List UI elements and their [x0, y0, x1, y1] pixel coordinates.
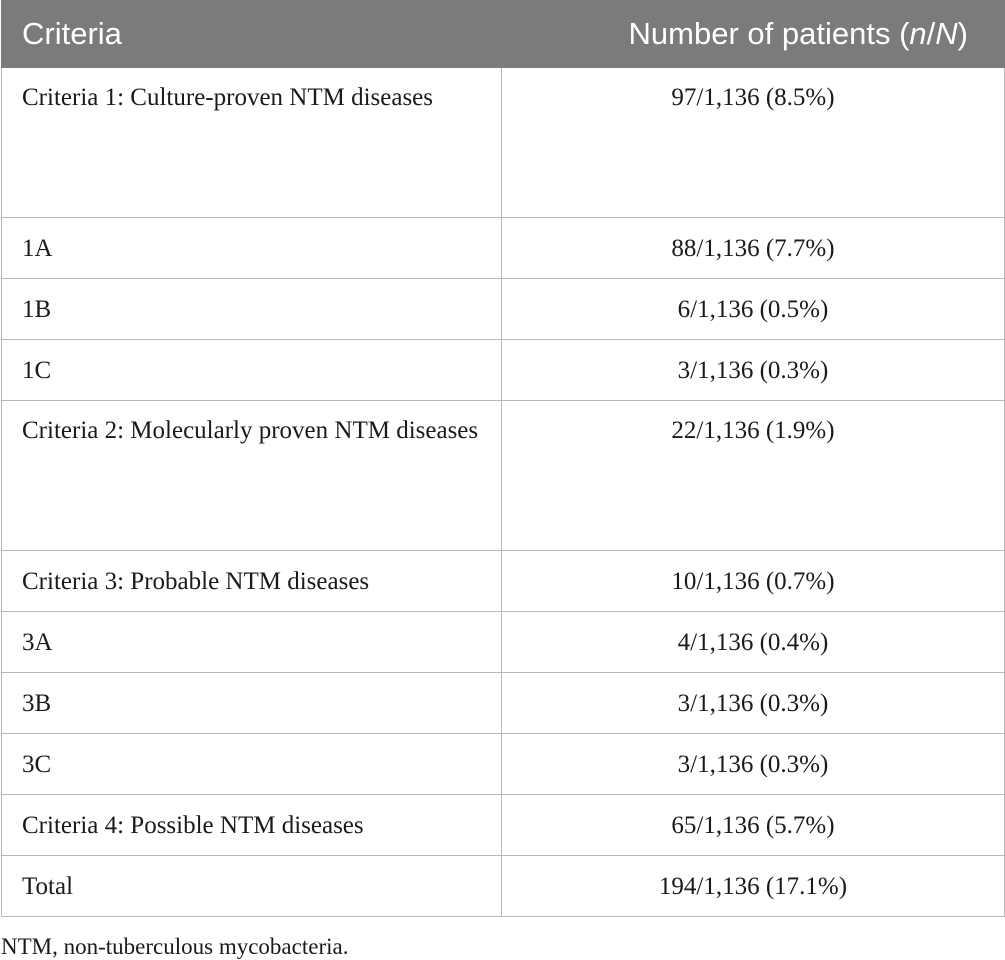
criteria-table: Criteria Number of patients (n/N) Criter…: [1, 0, 1005, 917]
criteria-cell: Criteria 3: Probable NTM diseases: [1, 550, 502, 612]
table-row: Total 194/1,136 (17.1%): [1, 855, 1005, 917]
patients-cell: 10/1,136 (0.7%): [501, 550, 1005, 612]
patients-cell: 65/1,136 (5.7%): [501, 794, 1005, 856]
header-patients-prefix: Number of patients (: [628, 16, 910, 51]
criteria-cell: Criteria 4: Possible NTM diseases: [1, 794, 502, 856]
criteria-cell: 1A: [1, 217, 502, 279]
table-row: Criteria 3: Probable NTM diseases 10/1,1…: [1, 550, 1005, 612]
criteria-cell: Criteria 1: Culture-proven NTM diseases: [1, 67, 502, 218]
patients-cell: 97/1,136 (8.5%): [501, 67, 1005, 218]
header-patients-slash: /: [926, 16, 936, 51]
table-row: 1A 88/1,136 (7.7%): [1, 217, 1005, 279]
criteria-cell: 3A: [1, 611, 502, 673]
criteria-cell: Criteria 2: Molecularly proven NTM disea…: [1, 400, 502, 551]
patients-cell: 3/1,136 (0.3%): [501, 733, 1005, 795]
criteria-cell: Total: [1, 855, 502, 917]
table-row: 1C 3/1,136 (0.3%): [1, 339, 1005, 401]
patients-cell: 194/1,136 (17.1%): [501, 855, 1005, 917]
table-footnote: NTM, non-tuberculous mycobacteria.: [1, 934, 349, 959]
patients-cell: 22/1,136 (1.9%): [501, 400, 1005, 551]
patients-cell: 3/1,136 (0.3%): [501, 339, 1005, 401]
patients-cell: 6/1,136 (0.5%): [501, 278, 1005, 340]
patients-cell: 88/1,136 (7.7%): [501, 217, 1005, 279]
table-row: 3A 4/1,136 (0.4%): [1, 611, 1005, 673]
header-patients-suffix: ): [957, 16, 968, 51]
patients-cell: 4/1,136 (0.4%): [501, 611, 1005, 673]
table-row: 1B 6/1,136 (0.5%): [1, 278, 1005, 340]
criteria-cell: 1B: [1, 278, 502, 340]
table-header-row: Criteria Number of patients (n/N): [1, 0, 1005, 68]
table-row: Criteria 1: Culture-proven NTM diseases …: [1, 67, 1005, 218]
table-row: 3C 3/1,136 (0.3%): [1, 733, 1005, 795]
table-row: Criteria 2: Molecularly proven NTM disea…: [1, 400, 1005, 551]
patients-cell: 3/1,136 (0.3%): [501, 672, 1005, 734]
table-row: 3B 3/1,136 (0.3%): [1, 672, 1005, 734]
criteria-cell: 1C: [1, 339, 502, 401]
header-patients-N: N: [935, 16, 958, 51]
header-number-of-patients: Number of patients (n/N): [501, 0, 1005, 68]
criteria-cell: 3B: [1, 672, 502, 734]
header-criteria: Criteria: [1, 0, 502, 68]
header-patients-n: n: [909, 16, 927, 51]
table-row: Criteria 4: Possible NTM diseases 65/1,1…: [1, 794, 1005, 856]
criteria-cell: 3C: [1, 733, 502, 795]
